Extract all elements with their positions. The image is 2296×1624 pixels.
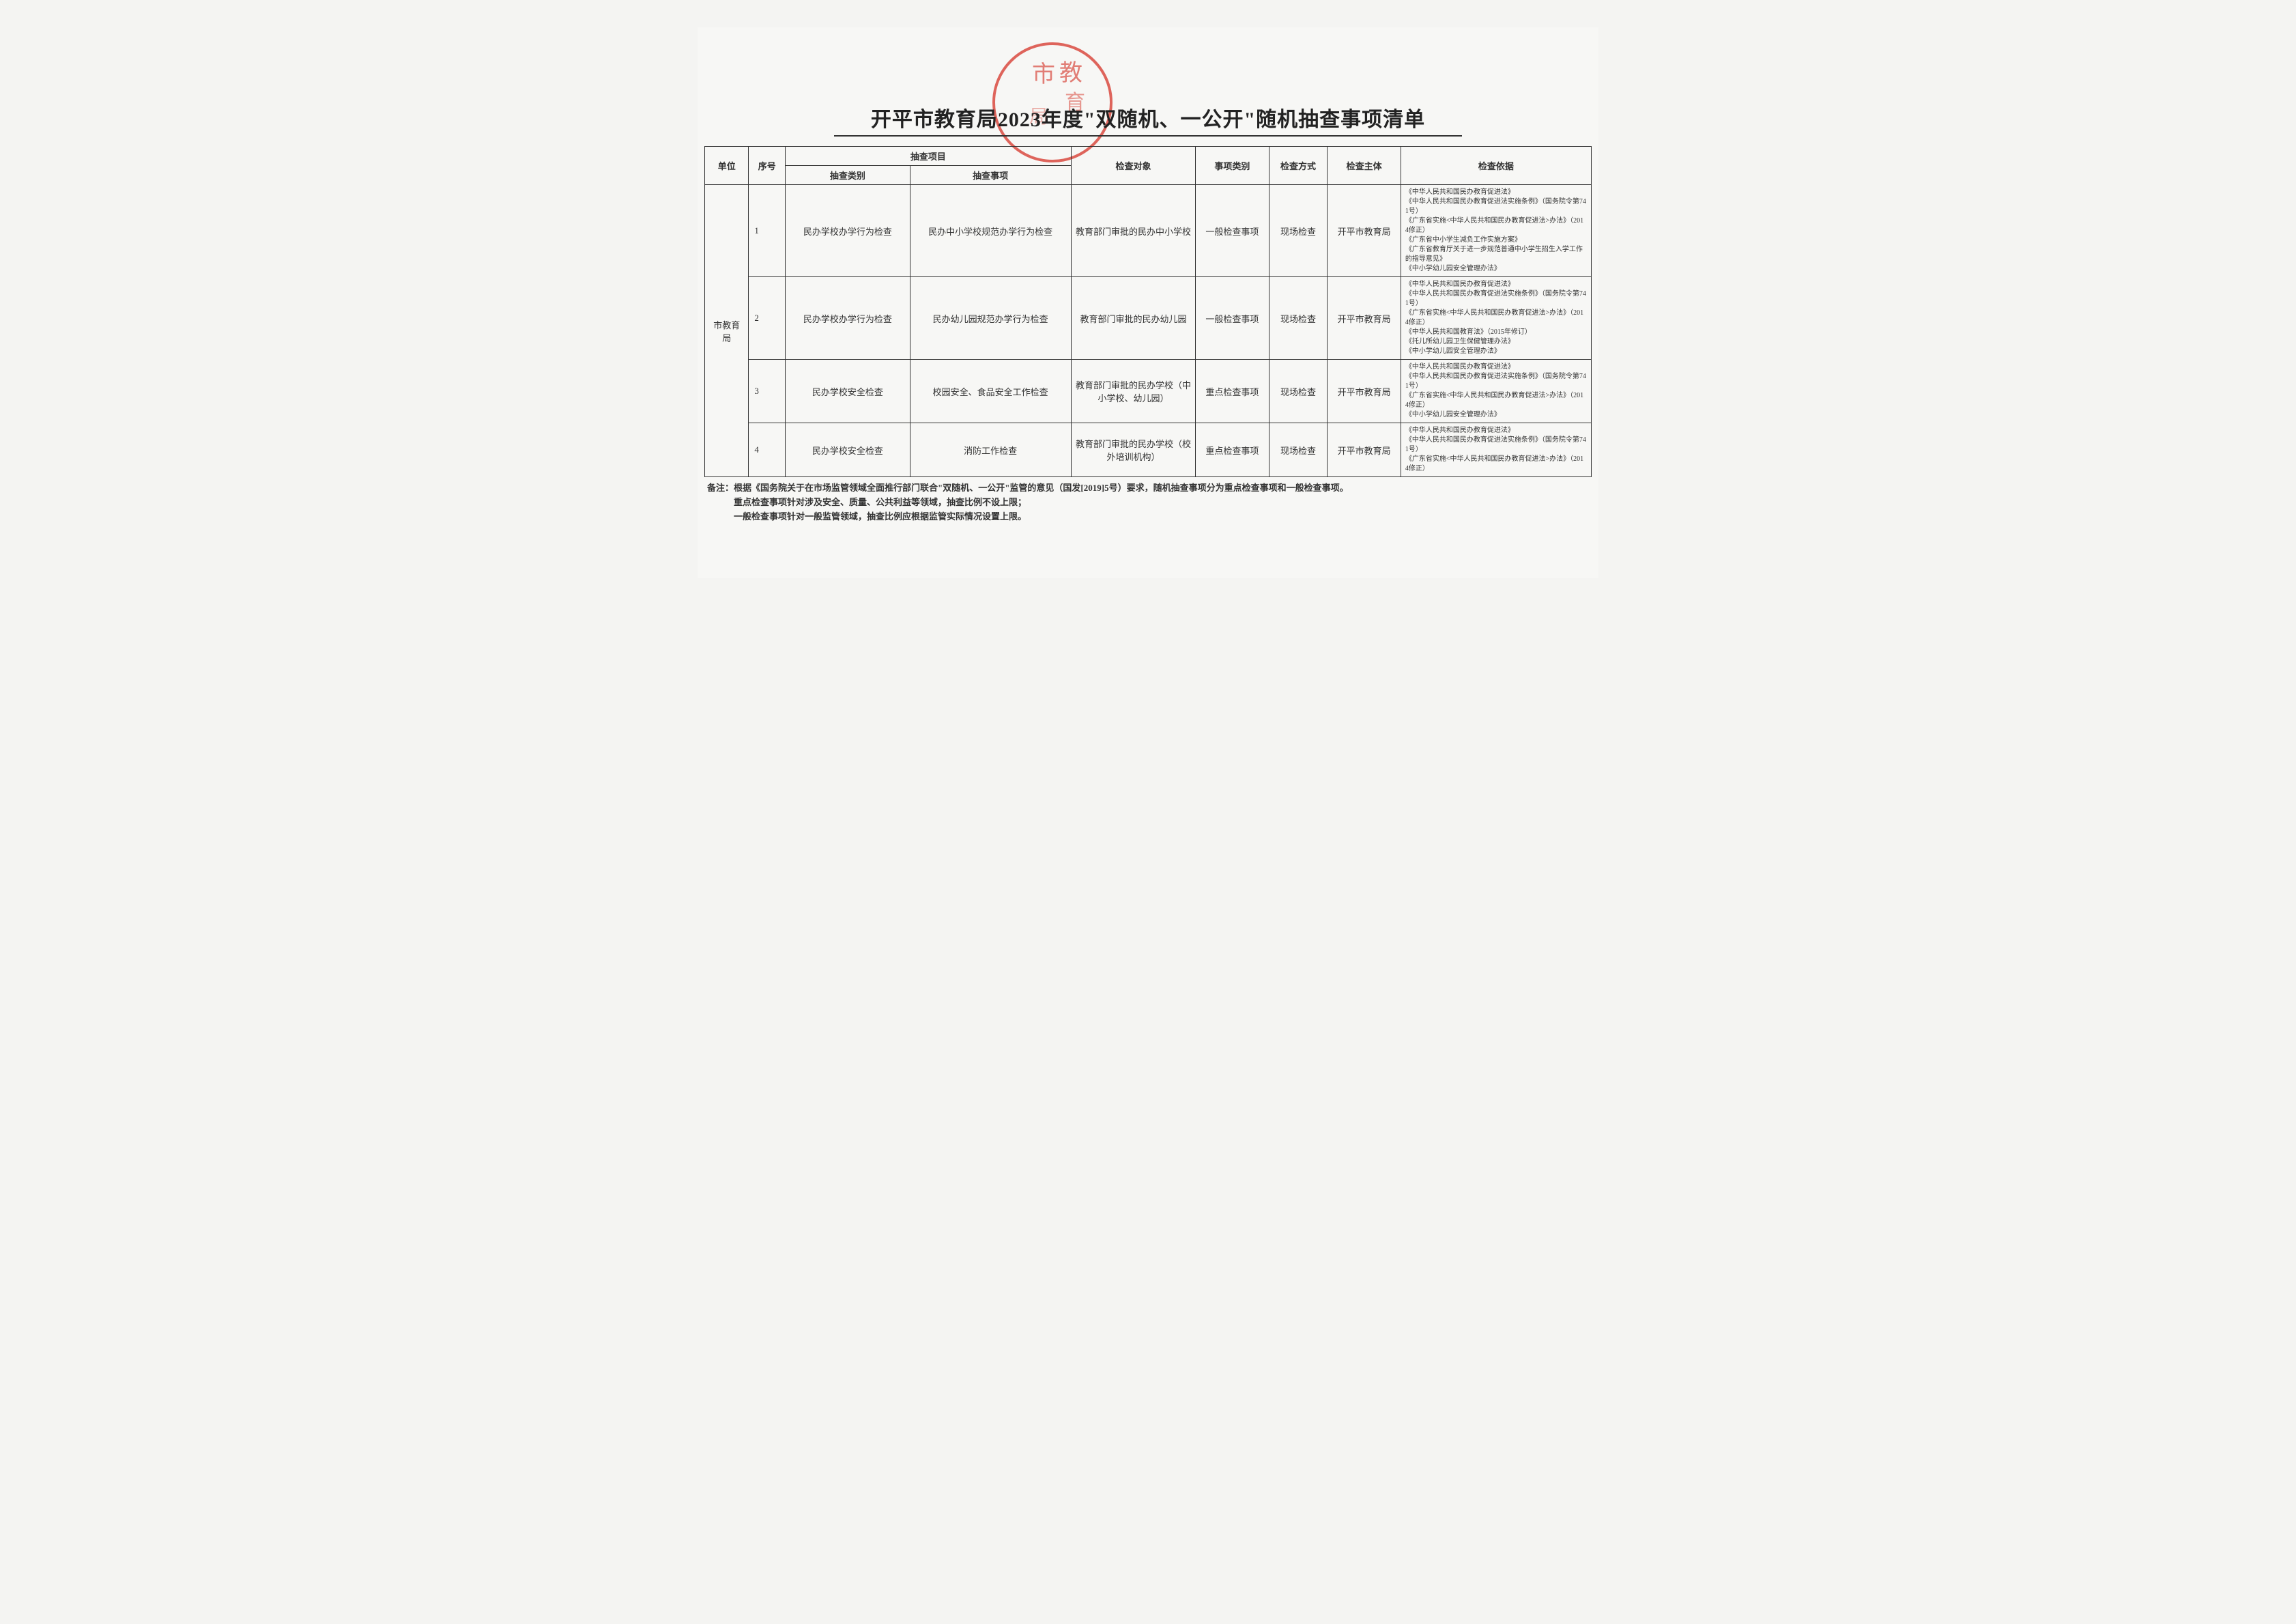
col-seq: 序号 (749, 147, 786, 185)
table-header-row-1: 单位 序号 抽查项目 检查对象 事项类别 检查方式 检查主体 检查依据 (705, 147, 1592, 166)
cell-body: 开平市教育局 (1328, 185, 1401, 277)
cell-category: 民办学校办学行为检查 (786, 277, 910, 360)
cell-basis: 《中华人民共和国民办教育促进法》《中华人民共和国民办教育促进法实施条例》（国务院… (1401, 423, 1591, 477)
table-row: 2 民办学校办学行为检查 民办幼儿园规范办学行为检查 教育部门审批的民办幼儿园 … (705, 277, 1592, 360)
cell-basis: 《中华人民共和国民办教育促进法》《中华人民共和国民办教育促进法实施条例》（国务院… (1401, 185, 1591, 277)
cell-body: 开平市教育局 (1328, 360, 1401, 423)
note-line: 一般检查事项针对一般监管领域，抽查比例应根据监管实际情况设置上限。 (707, 510, 1592, 524)
cell-target: 教育部门审批的民办幼儿园 (1071, 277, 1196, 360)
cell-type: 重点检查事项 (1196, 360, 1269, 423)
cell-type: 重点检查事项 (1196, 423, 1269, 477)
cell-body: 开平市教育局 (1328, 423, 1401, 477)
cell-category: 民办学校办学行为检查 (786, 185, 910, 277)
cell-item: 校园安全、食品安全工作检查 (910, 360, 1071, 423)
cell-item: 民办幼儿园规范办学行为检查 (910, 277, 1071, 360)
col-item: 抽查事项 (910, 166, 1071, 185)
footnotes: 备注：根据《国务院关于在市场监管领域全面推行部门联合"双随机、一公开"监管的意见… (704, 481, 1592, 524)
cell-category: 民办学校安全检查 (786, 423, 910, 477)
cell-seq: 4 (749, 423, 786, 477)
cell-method: 现场检查 (1269, 360, 1328, 423)
col-category: 抽查类别 (786, 166, 910, 185)
col-body: 检查主体 (1328, 147, 1401, 185)
cell-type: 一般检查事项 (1196, 277, 1269, 360)
cell-target: 教育部门审批的民办中小学校 (1071, 185, 1196, 277)
note-line: 重点检查事项针对涉及安全、质量、公共利益等领域，抽查比例不设上限； (707, 496, 1592, 510)
col-target: 检查对象 (1071, 147, 1196, 185)
cell-target: 教育部门审批的民办学校（校外培训机构） (1071, 423, 1196, 477)
document-title: 开平市教育局2023年度"双随机、一公开"随机抽查事项清单 (834, 102, 1462, 137)
cell-unit: 市教育局 (705, 185, 749, 477)
cell-seq: 3 (749, 360, 786, 423)
svg-text:教: 教 (1059, 60, 1082, 86)
document-page: 市 教 育 局 开平市教育局2023年度"双随机、一公开"随机抽查事项清单 单位… (698, 27, 1598, 578)
cell-item: 民办中小学校规范办学行为检查 (910, 185, 1071, 277)
cell-method: 现场检查 (1269, 423, 1328, 477)
note-line: 备注：根据《国务院关于在市场监管领域全面推行部门联合"双随机、一公开"监管的意见… (707, 481, 1592, 496)
cell-body: 开平市教育局 (1328, 277, 1401, 360)
cell-type: 一般检查事项 (1196, 185, 1269, 277)
cell-method: 现场检查 (1269, 185, 1328, 277)
cell-item: 消防工作检查 (910, 423, 1071, 477)
inspection-table: 单位 序号 抽查项目 检查对象 事项类别 检查方式 检查主体 检查依据 抽查类别… (704, 146, 1592, 477)
col-project-group: 抽查项目 (786, 147, 1072, 166)
cell-basis: 《中华人民共和国民办教育促进法》《中华人民共和国民办教育促进法实施条例》（国务院… (1401, 360, 1591, 423)
cell-seq: 1 (749, 185, 786, 277)
svg-text:市: 市 (1032, 61, 1055, 87)
table-row: 市教育局 1 民办学校办学行为检查 民办中小学校规范办学行为检查 教育部门审批的… (705, 185, 1592, 277)
cell-method: 现场检查 (1269, 277, 1328, 360)
table-row: 3 民办学校安全检查 校园安全、食品安全工作检查 教育部门审批的民办学校（中小学… (705, 360, 1592, 423)
cell-category: 民办学校安全检查 (786, 360, 910, 423)
table-row: 4 民办学校安全检查 消防工作检查 教育部门审批的民办学校（校外培训机构） 重点… (705, 423, 1592, 477)
col-method: 检查方式 (1269, 147, 1328, 185)
cell-basis: 《中华人民共和国民办教育促进法》《中华人民共和国民办教育促进法实施条例》（国务院… (1401, 277, 1591, 360)
col-type: 事项类别 (1196, 147, 1269, 185)
cell-seq: 2 (749, 277, 786, 360)
cell-target: 教育部门审批的民办学校（中小学校、幼儿园） (1071, 360, 1196, 423)
col-basis: 检查依据 (1401, 147, 1591, 185)
col-unit: 单位 (705, 147, 749, 185)
